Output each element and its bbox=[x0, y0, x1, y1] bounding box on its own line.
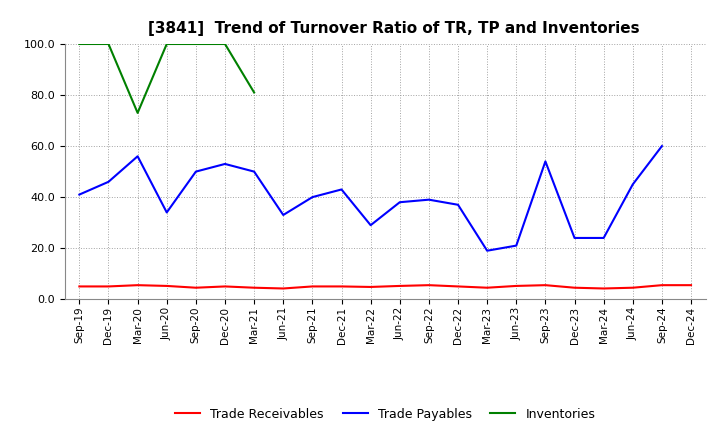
Trade Payables bbox=[395, 200, 404, 205]
Trade Payables bbox=[279, 213, 287, 218]
Trade Payables bbox=[192, 169, 200, 174]
Text: [3841]  Trend of Turnover Ratio of TR, TP and Inventories: [3841] Trend of Turnover Ratio of TR, TP… bbox=[148, 21, 640, 36]
Trade Payables bbox=[657, 143, 666, 149]
Trade Payables bbox=[133, 154, 142, 159]
Inventories bbox=[75, 41, 84, 47]
Trade Receivables bbox=[308, 284, 317, 289]
Trade Receivables bbox=[133, 282, 142, 288]
Trade Receivables bbox=[483, 285, 492, 290]
Inventories bbox=[220, 41, 229, 47]
Trade Receivables bbox=[337, 284, 346, 289]
Trade Receivables bbox=[629, 285, 637, 290]
Trade Payables bbox=[366, 223, 375, 228]
Legend: Trade Receivables, Trade Payables, Inventories: Trade Receivables, Trade Payables, Inven… bbox=[170, 403, 600, 425]
Trade Payables bbox=[570, 235, 579, 241]
Trade Payables bbox=[629, 182, 637, 187]
Trade Payables bbox=[483, 248, 492, 253]
Trade Receivables bbox=[541, 282, 550, 288]
Trade Receivables bbox=[512, 283, 521, 289]
Inventories bbox=[104, 41, 113, 47]
Trade Payables bbox=[337, 187, 346, 192]
Trade Payables bbox=[250, 169, 258, 174]
Trade Receivables bbox=[250, 285, 258, 290]
Inventories bbox=[192, 41, 200, 47]
Trade Receivables bbox=[163, 283, 171, 289]
Trade Receivables bbox=[75, 284, 84, 289]
Trade Receivables bbox=[366, 284, 375, 290]
Line: Inventories: Inventories bbox=[79, 44, 254, 113]
Line: Trade Receivables: Trade Receivables bbox=[79, 285, 691, 289]
Trade Receivables bbox=[395, 283, 404, 289]
Trade Payables bbox=[599, 235, 608, 241]
Trade Receivables bbox=[570, 285, 579, 290]
Trade Payables bbox=[163, 210, 171, 215]
Trade Payables bbox=[308, 194, 317, 200]
Trade Receivables bbox=[599, 286, 608, 291]
Trade Payables bbox=[75, 192, 84, 197]
Trade Payables bbox=[425, 197, 433, 202]
Inventories bbox=[133, 110, 142, 116]
Trade Receivables bbox=[220, 284, 229, 289]
Trade Receivables bbox=[104, 284, 113, 289]
Trade Payables bbox=[454, 202, 462, 207]
Inventories bbox=[250, 90, 258, 95]
Trade Payables bbox=[541, 159, 550, 164]
Trade Receivables bbox=[657, 282, 666, 288]
Trade Receivables bbox=[192, 285, 200, 290]
Trade Receivables bbox=[687, 282, 696, 288]
Inventories bbox=[163, 41, 171, 47]
Line: Trade Payables: Trade Payables bbox=[79, 146, 662, 251]
Trade Payables bbox=[220, 161, 229, 167]
Trade Receivables bbox=[279, 286, 287, 291]
Trade Payables bbox=[512, 243, 521, 248]
Trade Receivables bbox=[425, 282, 433, 288]
Trade Payables bbox=[104, 179, 113, 184]
Trade Receivables bbox=[454, 284, 462, 289]
